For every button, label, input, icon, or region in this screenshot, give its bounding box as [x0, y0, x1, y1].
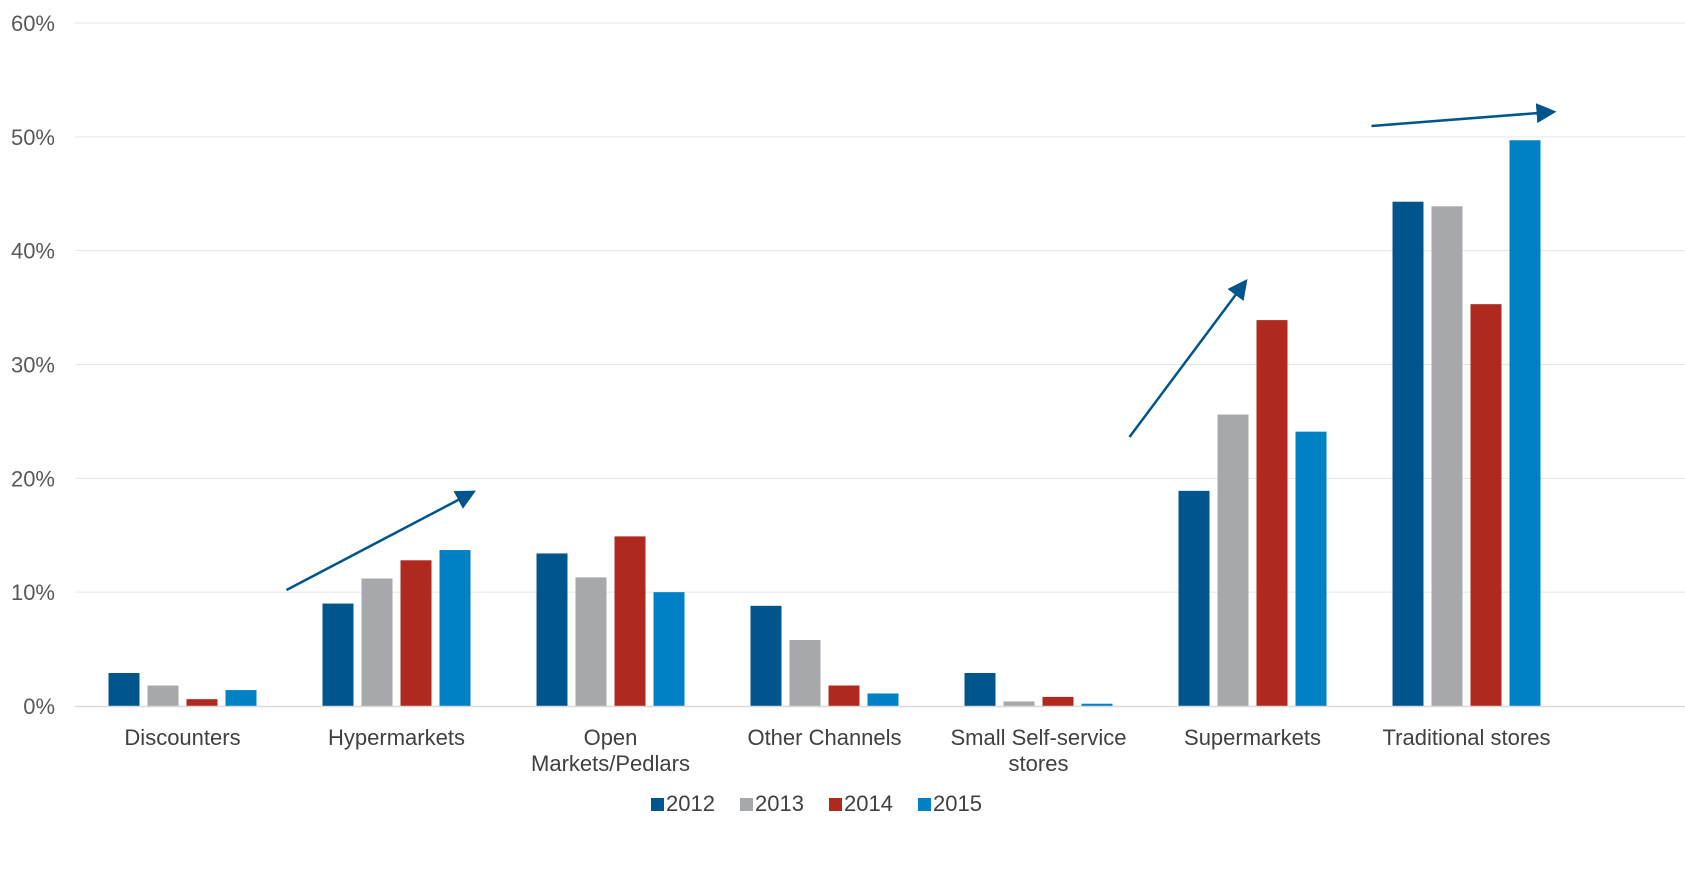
- trend-arrow: [285, 490, 476, 592]
- legend-label: 2012: [666, 791, 715, 816]
- trend-arrows: [285, 103, 1557, 592]
- legend-label: 2013: [755, 791, 804, 816]
- y-tick-label: 20%: [11, 466, 55, 491]
- category-label: stores: [1009, 751, 1069, 776]
- y-axis-tick-labels: 0% 10% 20% 30% 40% 50% 60%: [11, 11, 55, 719]
- bar-2012: [108, 672, 140, 706]
- bar-2014: [1042, 696, 1074, 706]
- legend-label: 2014: [844, 791, 893, 816]
- category-label: Markets/Pedlars: [531, 751, 690, 776]
- bar-2014: [828, 685, 860, 706]
- bar-2013: [1217, 414, 1249, 706]
- y-tick-label: 0%: [23, 694, 55, 719]
- trend-arrow: [1128, 278, 1248, 438]
- bar-2013: [1431, 206, 1463, 706]
- legend: 2012 2013 2014 2015: [651, 791, 982, 816]
- bar-2013: [575, 577, 607, 706]
- bar-2015: [867, 693, 899, 706]
- legend-swatch-2015: [918, 798, 931, 811]
- category-label: Other Channels: [747, 725, 901, 750]
- y-tick-label: 30%: [11, 353, 55, 378]
- bar-2013: [361, 578, 393, 706]
- category-label: Hypermarkets: [328, 725, 465, 750]
- bar-2013: [147, 685, 179, 706]
- bar-2012: [964, 672, 996, 706]
- bar-2015: [653, 592, 685, 706]
- legend-swatch-2013: [740, 798, 753, 811]
- bar-2014: [1470, 304, 1502, 706]
- legend-swatch-2012: [651, 798, 664, 811]
- legend-label: 2015: [933, 791, 982, 816]
- bar-2012: [322, 603, 354, 706]
- bars: [108, 140, 1541, 707]
- trend-arrow: [1371, 103, 1557, 128]
- bar-2012: [1392, 201, 1424, 707]
- bar-2015: [1295, 431, 1327, 706]
- y-tick-label: 60%: [11, 11, 55, 36]
- bar-2012: [1178, 490, 1210, 706]
- category-label: Open: [584, 725, 638, 750]
- bar-2015: [225, 690, 257, 706]
- category-label: Discounters: [124, 725, 240, 750]
- bar-2014: [400, 560, 432, 706]
- category-label: Traditional stores: [1383, 725, 1551, 750]
- legend-swatch-2014: [829, 798, 842, 811]
- bar-2014: [1256, 320, 1288, 706]
- x-axis-category-labels: Discounters Hypermarkets OpenMarkets/Pedla…: [124, 725, 1550, 776]
- bar-2015: [1509, 140, 1541, 706]
- bar-2014: [186, 699, 218, 706]
- bar-2012: [536, 553, 568, 706]
- bar-2015: [439, 550, 471, 706]
- bar-2013: [1003, 701, 1035, 706]
- bar-2012: [750, 605, 782, 706]
- y-tick-label: 10%: [11, 580, 55, 605]
- bar-2013: [789, 639, 821, 706]
- bar-2015: [1081, 703, 1113, 706]
- y-tick-label: 40%: [11, 239, 55, 264]
- y-tick-label: 50%: [11, 125, 55, 150]
- bar-2014: [614, 536, 646, 706]
- category-label: Supermarkets: [1184, 725, 1321, 750]
- category-label: Small Self-service: [950, 725, 1126, 750]
